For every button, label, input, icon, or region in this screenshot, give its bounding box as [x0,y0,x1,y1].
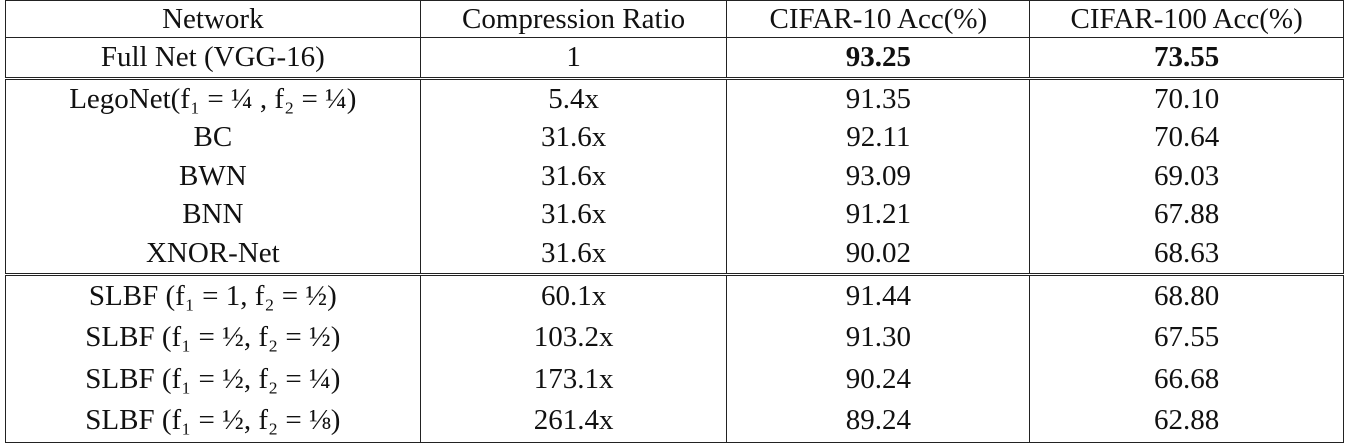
table-cell: LegoNet(f₁ = ¼ , f₂ = ¼) [5,78,421,119]
table-cell: 91.21 [726,195,1031,234]
table-cell: SLBF (f₁ = ½, f₂ = ⅛) [5,400,421,443]
table-row: SLBF (f₁ = ½, f₂ = ½) 103.2x 91.30 67.55 [5,317,1344,359]
table-cell: 73.55 [1029,37,1344,80]
table-row: XNOR-Net 31.6x 90.02 68.63 [5,234,1344,276]
table-cell: SLBF (f₁ = 1, f₂ = ½) [5,274,421,317]
table-cell: 92.11 [726,118,1031,157]
table-cell: 69.03 [1029,157,1344,196]
table-cell: 91.44 [726,274,1031,317]
table-cell: 67.55 [1029,317,1344,359]
table-cell: 103.2x [419,317,728,359]
table-cell: 173.1x [419,358,728,400]
table-cell: BC [5,118,421,157]
table-row: LegoNet(f₁ = ¼ , f₂ = ¼) 5.4x 91.35 70.10 [5,78,1344,119]
table-cell: 5.4x [419,78,728,119]
table-cell: 66.68 [1029,358,1344,400]
table-cell: 67.88 [1029,195,1344,234]
table-cell: 91.35 [726,78,1031,119]
table-cell: 31.6x [419,118,728,157]
table-cell: 60.1x [419,274,728,317]
table-cell: 93.25 [726,37,1031,80]
table-row: SLBF (f₁ = ½, f₂ = ⅛) 261.4x 89.24 62.88 [5,400,1344,443]
table-cell: BNN [5,195,421,234]
table-cell: CIFAR-10 Acc(%) [726,0,1031,38]
table-row: Network Compression Ratio CIFAR-10 Acc(%) C… [5,0,1344,38]
table-cell: 68.80 [1029,274,1344,317]
table-cell: 93.09 [726,157,1031,196]
table-cell: SLBF (f₁ = ½, f₂ = ½) [5,317,421,359]
table-cell: 31.6x [419,195,728,234]
table-row: Full Net (VGG-16) 1 93.25 73.55 [5,37,1344,80]
table-row: SLBF (f₁ = 1, f₂ = ½) 60.1x 91.44 68.80 [5,274,1344,317]
table-cell: Network [5,0,421,38]
table-cell: 70.10 [1029,78,1344,119]
table-body: Network Compression Ratio CIFAR-10 Acc(%) C… [5,0,1344,443]
table-cell: 62.88 [1029,400,1344,443]
table-cell: 70.64 [1029,118,1344,157]
table-cell: Full Net (VGG-16) [5,37,421,80]
table-cell: 68.63 [1029,234,1344,276]
table-cell: 31.6x [419,234,728,276]
table-cell: 91.30 [726,317,1031,359]
table-cell: 90.02 [726,234,1031,276]
table-cell: 31.6x [419,157,728,196]
table-cell: 90.24 [726,358,1031,400]
table-row: SLBF (f₁ = ½, f₂ = ¼) 173.1x 90.24 66.68 [5,358,1344,400]
table-row: BWN 31.6x 93.09 69.03 [5,157,1344,196]
table-cell: Compression Ratio [419,0,728,38]
results-table: Network Compression Ratio CIFAR-10 Acc(%) C… [5,0,1344,443]
table-cell: XNOR-Net [5,234,421,276]
table-cell: 1 [419,37,728,80]
table-cell: 89.24 [726,400,1031,443]
table-row: BNN 31.6x 91.21 67.88 [5,195,1344,234]
table-cell: 261.4x [419,400,728,443]
table-row: BC 31.6x 92.11 70.64 [5,118,1344,157]
table-cell: CIFAR-100 Acc(%) [1029,0,1344,38]
table-cell: BWN [5,157,421,196]
table-cell: SLBF (f₁ = ½, f₂ = ¼) [5,358,421,400]
